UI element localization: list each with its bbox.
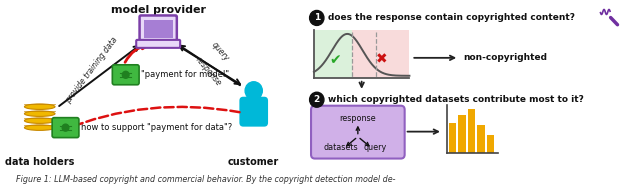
FancyBboxPatch shape: [113, 65, 139, 85]
Text: provide training data: provide training data: [63, 35, 119, 105]
Text: how to support "payment for data"?: how to support "payment for data"?: [81, 123, 232, 132]
Text: response: response: [340, 114, 376, 123]
Text: data holders: data holders: [5, 157, 74, 166]
Text: does the response contain copyrighted content?: does the response contain copyrighted co…: [328, 13, 575, 23]
Ellipse shape: [24, 118, 55, 123]
Circle shape: [62, 124, 69, 131]
Circle shape: [245, 82, 262, 100]
Bar: [352, 30, 410, 78]
Text: model provider: model provider: [111, 5, 205, 15]
Bar: [487, 135, 495, 153]
Text: ✖: ✖: [376, 53, 388, 67]
Bar: [468, 109, 476, 153]
FancyBboxPatch shape: [239, 97, 268, 127]
Text: query: query: [364, 143, 387, 152]
FancyBboxPatch shape: [52, 118, 79, 138]
Ellipse shape: [24, 111, 55, 116]
FancyBboxPatch shape: [311, 106, 404, 158]
Text: ✔: ✔: [329, 53, 340, 67]
Text: query: query: [210, 41, 231, 63]
Text: customer: customer: [228, 157, 279, 166]
FancyBboxPatch shape: [140, 15, 177, 42]
Bar: [314, 30, 352, 78]
Circle shape: [310, 10, 324, 25]
Bar: [144, 20, 173, 38]
Text: response: response: [194, 55, 223, 88]
FancyArrowPatch shape: [62, 107, 239, 131]
Bar: [458, 115, 466, 153]
Bar: [477, 125, 485, 153]
Circle shape: [310, 92, 324, 107]
Ellipse shape: [24, 104, 55, 109]
Bar: [449, 123, 456, 153]
Ellipse shape: [24, 125, 55, 130]
Text: Figure 1: LLM-based copyright and commercial behavior. By the copyright detectio: Figure 1: LLM-based copyright and commer…: [16, 174, 396, 184]
Text: which copyrighted datasets contribute most to it?: which copyrighted datasets contribute mo…: [328, 95, 584, 104]
Circle shape: [122, 71, 129, 78]
Text: datasets: datasets: [323, 143, 358, 152]
Text: non-copyrighted: non-copyrighted: [463, 53, 547, 62]
Text: 1: 1: [314, 13, 320, 23]
Text: "payment for model": "payment for model": [141, 70, 229, 79]
Text: 2: 2: [314, 95, 320, 104]
FancyBboxPatch shape: [136, 40, 180, 48]
